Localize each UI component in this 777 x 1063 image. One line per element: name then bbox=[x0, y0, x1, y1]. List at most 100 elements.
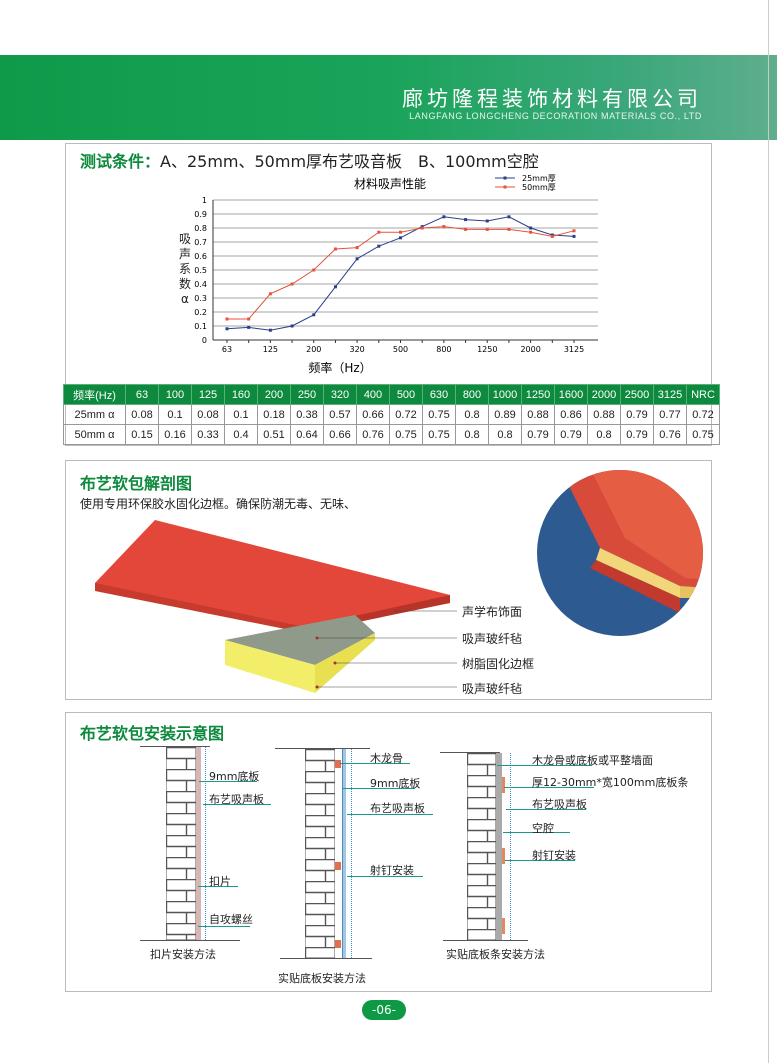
x-tick-label: 2000 bbox=[520, 345, 540, 354]
table-cell: 0.75 bbox=[389, 424, 423, 445]
x-tick-label: 800 bbox=[436, 345, 451, 354]
data-point bbox=[442, 215, 446, 219]
table-cell: 0.89 bbox=[488, 404, 522, 425]
page-number: -06- bbox=[362, 1000, 406, 1020]
fabric-surface bbox=[95, 520, 450, 627]
header-cell: 1250 bbox=[521, 384, 555, 405]
header-cell: 63 bbox=[125, 384, 159, 405]
y-tick-label: 0.2 bbox=[194, 308, 207, 317]
table-cell: 0.08 bbox=[125, 404, 159, 425]
y-tick-label: 1 bbox=[202, 196, 207, 205]
table-cell: 0.1 bbox=[158, 404, 192, 425]
table-cell: 0.75 bbox=[686, 424, 720, 445]
resin-frame bbox=[225, 640, 315, 693]
d1-label-screw: 自攻螺丝 bbox=[209, 913, 253, 926]
x-axis-label: 频率（Hz） bbox=[308, 360, 371, 375]
table-cell: 0.18 bbox=[257, 404, 291, 425]
table-cell: 0.38 bbox=[290, 404, 324, 425]
acoustic-panel-2 bbox=[346, 749, 352, 958]
company-name-cn: 廊坊隆程装饰材料有限公司 bbox=[402, 87, 702, 111]
test-heading: 测试条件：A、25mm、50mm厚布艺吸音板 B、100mm空腔 bbox=[80, 148, 539, 172]
d1-label-panel: 布艺吸声板 bbox=[209, 793, 264, 806]
data-point bbox=[377, 230, 381, 234]
table-cell: 0.79 bbox=[620, 424, 654, 445]
header-banner: 廊坊隆程装饰材料有限公司 LANGFANG LONGCHENG DECORATI… bbox=[0, 55, 777, 140]
header-cell: 3125 bbox=[653, 384, 687, 405]
header-corner: 频率(Hz) bbox=[63, 384, 126, 405]
header-cell: 1000 bbox=[488, 384, 522, 405]
header-cell: 125 bbox=[191, 384, 225, 405]
y-tick-label: 0.5 bbox=[194, 266, 207, 275]
table-cell: 0.8 bbox=[488, 424, 522, 445]
data-point bbox=[399, 230, 402, 234]
table-cell: 0.77 bbox=[653, 404, 687, 425]
y-tick-label: 0.1 bbox=[194, 322, 207, 331]
d3-label-surface: 木龙骨或底板或平整墙面 bbox=[532, 754, 653, 767]
company-name-en: LANGFANG LONGCHENG DECORATION MATERIALS … bbox=[409, 111, 702, 121]
data-point bbox=[572, 229, 576, 233]
data-point bbox=[225, 317, 229, 321]
anatomy-subtitle: 使用专用环保胶水固化边框。确保防潮无毒、无味、 bbox=[80, 497, 357, 511]
header-cell: 2500 bbox=[620, 384, 654, 405]
header-cell: 800 bbox=[455, 384, 489, 405]
y-tick-label: 0 bbox=[202, 336, 207, 345]
table-cell: 0.76 bbox=[356, 424, 390, 445]
corner-closeup-image bbox=[537, 470, 703, 636]
y-tick-label: 0.3 bbox=[194, 294, 207, 303]
data-point bbox=[290, 282, 294, 286]
label-fabric-face: 声学布饰面 bbox=[462, 605, 523, 619]
data-point bbox=[247, 317, 251, 321]
data-point bbox=[442, 225, 446, 229]
header-cell: 630 bbox=[422, 384, 456, 405]
brick-wall-2 bbox=[305, 749, 335, 958]
data-point bbox=[485, 227, 489, 231]
brick-wall-1 bbox=[166, 747, 196, 940]
data-point bbox=[485, 219, 489, 223]
d3-label-strip: 厚12-30mm*宽100mm底板条 bbox=[532, 776, 689, 789]
base-board-1 bbox=[196, 747, 201, 940]
table-row: 25mm α 0.08 0.1 0.08 0.1 0.18 0.38 0.57 0.66 0.72… bbox=[63, 404, 720, 425]
absorption-chart: 材料吸声性能 0 0.1 0.2 0.3 0.4 0.5 0.6 0.7 0.8 0.9 1 63 12… bbox=[194, 174, 598, 375]
base-board-2 bbox=[342, 749, 346, 958]
page-edge bbox=[768, 0, 769, 1063]
table-cell: 0.79 bbox=[620, 404, 654, 425]
legend-label: 50mm厚 bbox=[522, 183, 556, 192]
data-point bbox=[550, 234, 554, 238]
x-tick-label: 500 bbox=[393, 345, 408, 354]
d2-label-wood-keel: 木龙骨 bbox=[370, 752, 403, 765]
header-cell: 500 bbox=[389, 384, 423, 405]
x-tick-label: 200 bbox=[306, 345, 321, 354]
data-point bbox=[225, 327, 229, 331]
data-point bbox=[290, 324, 294, 328]
table-cell: 0.16 bbox=[158, 424, 192, 445]
table-cell: 0.88 bbox=[521, 404, 555, 425]
series-line-1 bbox=[227, 226, 575, 320]
d3-label-cavity: 空腔 bbox=[532, 822, 554, 835]
d2-label-base-board: 9mm底板 bbox=[370, 777, 421, 790]
d2-label-panel: 布艺吸声板 bbox=[370, 802, 425, 815]
x-tick-label: 1250 bbox=[477, 345, 497, 354]
d3-label-nail: 射钉安装 bbox=[532, 849, 576, 862]
y-tick-label: 0.9 bbox=[194, 210, 207, 219]
data-point bbox=[529, 230, 533, 234]
table-cell: 0.57 bbox=[323, 404, 357, 425]
table-cell: 0.15 bbox=[125, 424, 159, 445]
data-point bbox=[399, 236, 402, 240]
d2-caption: 实贴底板安装方法 bbox=[278, 972, 366, 985]
y-tick-label: 0.7 bbox=[194, 238, 207, 247]
data-point bbox=[355, 246, 359, 250]
d2-label-nail: 射钉安装 bbox=[370, 864, 414, 877]
y-axis-label: 吸声系数α bbox=[178, 232, 191, 306]
table-cell: 0.8 bbox=[587, 424, 621, 445]
x-tick-label: 320 bbox=[349, 345, 364, 354]
header-cell: 160 bbox=[224, 384, 258, 405]
table-cell: 0.72 bbox=[389, 404, 423, 425]
data-point bbox=[312, 268, 316, 272]
table-cell: 0.1 bbox=[224, 404, 258, 425]
data-point bbox=[507, 215, 511, 219]
table-cell: 0.8 bbox=[455, 404, 489, 425]
anatomy-heading: 布艺软包解剖图 bbox=[80, 474, 193, 493]
data-point bbox=[247, 325, 251, 329]
table-cell: 0.76 bbox=[653, 424, 687, 445]
chart-title: 材料吸声性能 bbox=[354, 177, 426, 191]
